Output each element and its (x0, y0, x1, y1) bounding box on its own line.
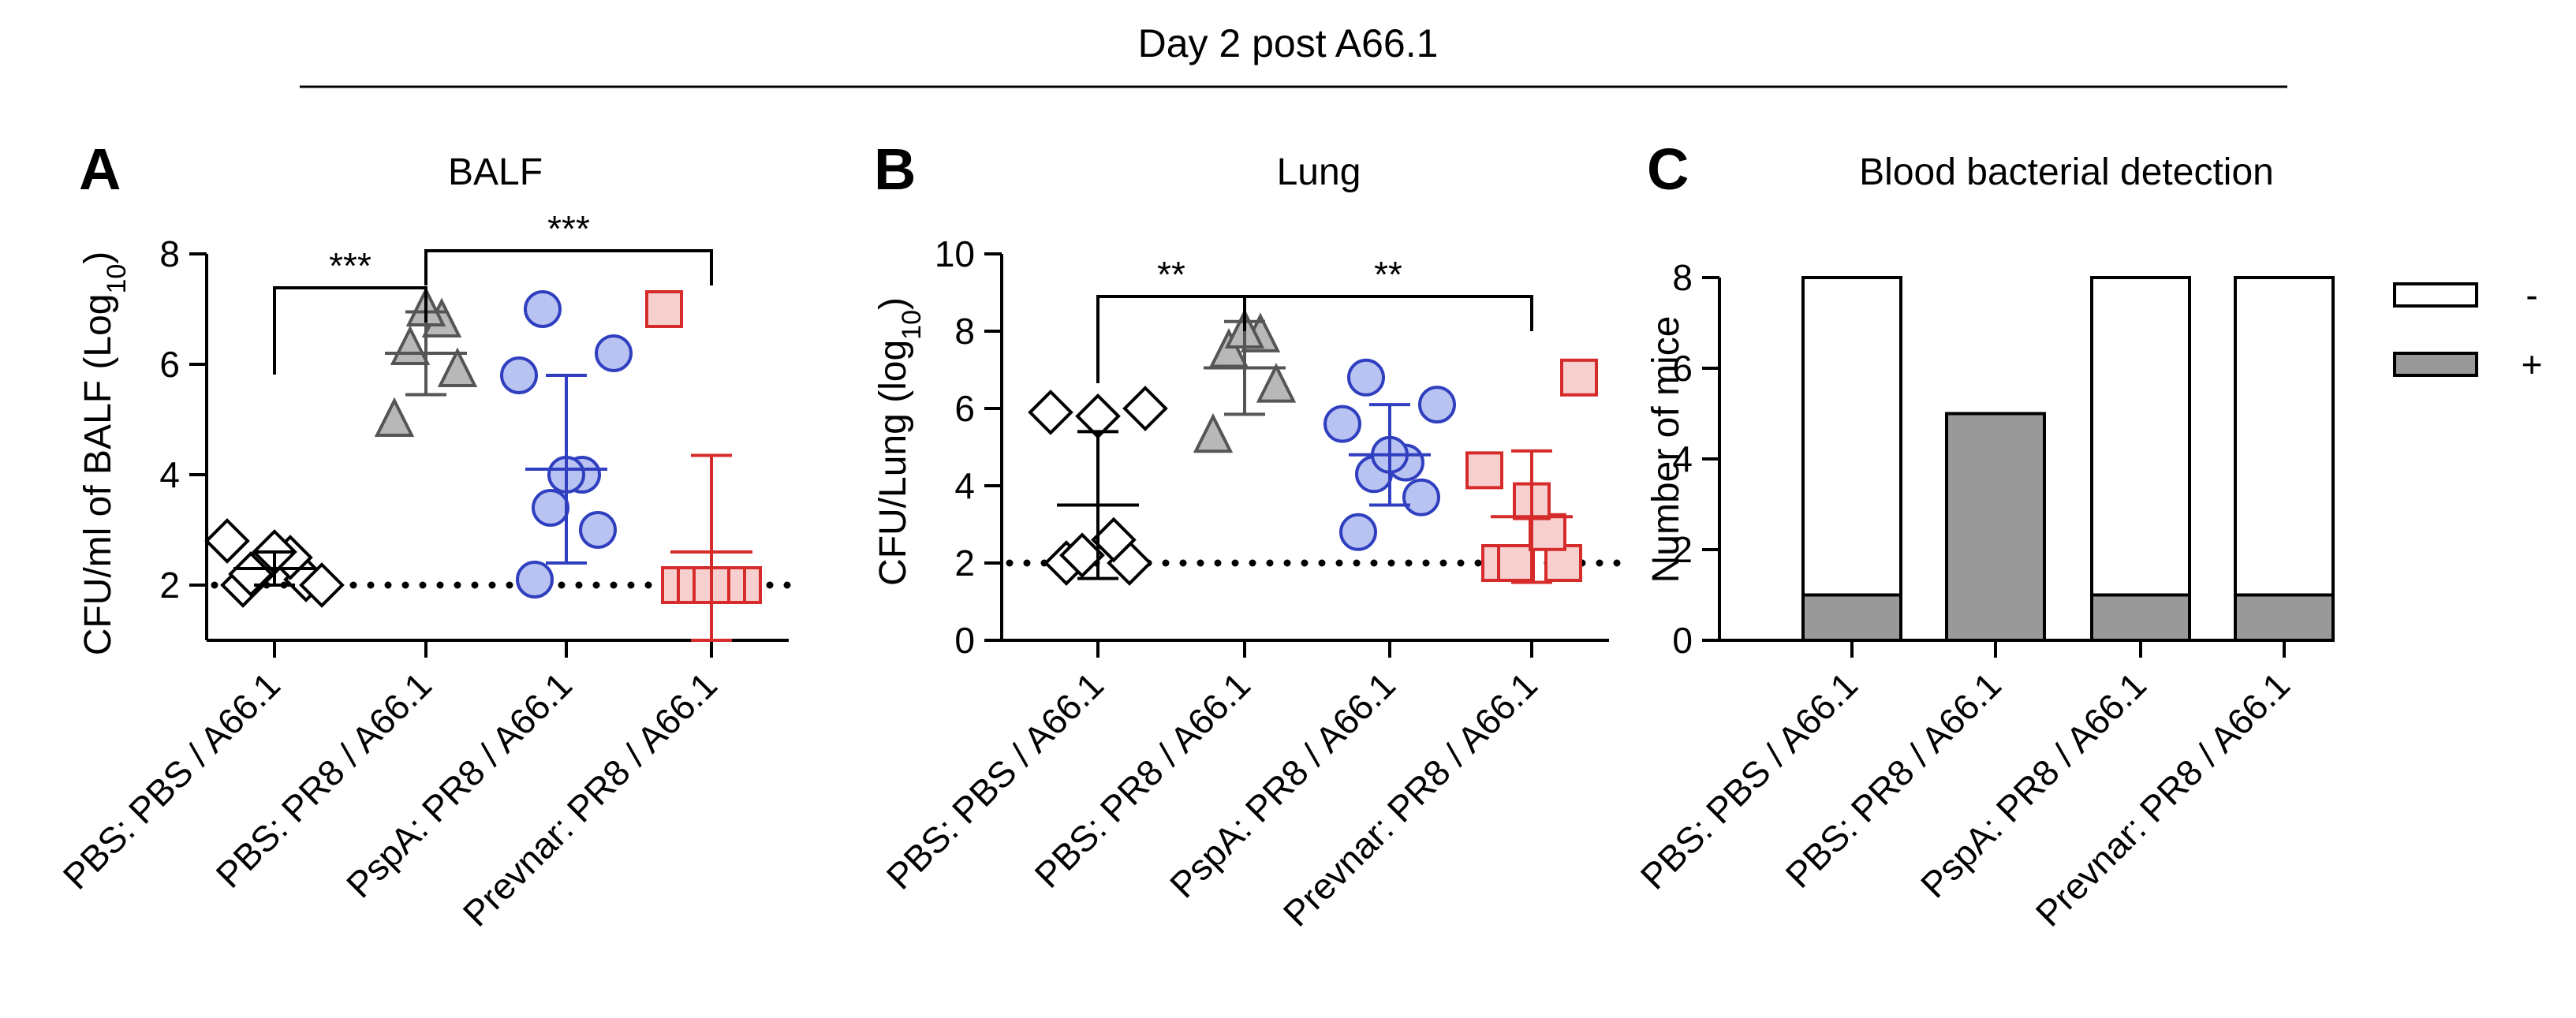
panel-b-point (1418, 386, 1456, 424)
legend-label-positive: + (2522, 344, 2543, 385)
panel-letter-a: A (79, 136, 121, 202)
panel-c-bar-negative-pspa-pr8-a66-1 (2090, 276, 2191, 597)
panel-b-point (1059, 532, 1105, 579)
panel-a-significance-bracket (273, 286, 427, 375)
panel-c-bar-negative-prevnar-pr8-a66-1 (2234, 276, 2335, 597)
panel-a-point (204, 518, 250, 564)
panel-a-point (532, 489, 569, 527)
panel-a-x-label-prevnar-pr8-a66-1: Prevnar: PR8 / A66.1 (455, 664, 725, 934)
panel-b-point (1544, 544, 1582, 582)
panel-a-y-tick-label: 6 (159, 344, 180, 385)
panel-b-y-tick-label: 2 (954, 543, 975, 584)
legend-swatch-positive (2393, 352, 2478, 377)
panel-b-series-pbs-pbs-a66-1 (1028, 386, 1168, 586)
panel-b-significance-bracket (1243, 295, 1533, 331)
panel-b-series-prevnar-pr8-a66-1 (1465, 358, 1598, 584)
panel-c-title: Blood bacterial detection (1859, 151, 2274, 193)
panel-b-point (1256, 363, 1297, 403)
panel-a-point (390, 325, 431, 365)
panel-c-bar-positive-prevnar-pr8-a66-1 (2234, 593, 2335, 642)
panel-a-point (516, 561, 554, 598)
panel-b-x-label-prevnar-pr8-a66-1: Prevnar: PR8 / A66.1 (1275, 664, 1545, 934)
panel-a-point (524, 290, 562, 328)
panel-b-significance-bracket (1096, 295, 1246, 383)
legend-swatch-negative (2393, 282, 2478, 308)
panel-a-significance-label: *** (329, 245, 371, 286)
panel-b-point (1402, 478, 1440, 516)
panel-a-title: BALF (448, 151, 543, 193)
panel-c-bar-negative-pbs-pbs-a66-1 (1801, 276, 1902, 597)
panel-letter-b: B (874, 136, 916, 202)
panel-a-series-pbs-pbs-a66-1 (204, 518, 345, 608)
panel-a-point (595, 334, 633, 372)
panel-c-bar-positive-pspa-pr8-a66-1 (2090, 593, 2191, 642)
panel-b-point (1497, 544, 1535, 582)
panel-a-point (645, 290, 683, 328)
panel-a-y-tick-label: 4 (159, 454, 180, 495)
panel-a-point (299, 562, 345, 608)
panel-b-y-tick-label: 0 (954, 620, 975, 661)
panel-a-series-prevnar-pr8-a66-1 (645, 290, 762, 642)
figure-title: Day 2 post A66.1 (1138, 21, 1439, 65)
panel-c-y-tick-label: 6 (1672, 348, 1693, 389)
panel-b-point (1122, 386, 1168, 431)
panel-b-significance-label: ** (1374, 254, 1402, 295)
panel-b-point (1560, 358, 1598, 397)
panel-a-significance-bracket (424, 249, 713, 285)
panel-c-y-tick-label: 4 (1672, 438, 1693, 479)
panel-b-significance-label: ** (1157, 254, 1185, 295)
panel-c-blood: C Blood bacterial detection Number of mi… (1633, 136, 2543, 934)
panel-c-y-tick-label: 2 (1672, 529, 1693, 570)
panel-b-point (1028, 390, 1073, 435)
panel-c-bar-positive-pbs-pbs-a66-1 (1801, 593, 1902, 642)
panel-a-series-pbs-pr8-a66-1 (374, 286, 478, 437)
panel-a-y-tick-label: 2 (159, 565, 180, 606)
panel-a-series-pspa-pr8-a66-1 (500, 290, 633, 598)
panel-b-point (1339, 513, 1377, 551)
panel-c-x-label-prevnar-pr8-a66-1: Prevnar: PR8 / A66.1 (2028, 664, 2298, 934)
panel-b-series-pbs-pr8-a66-1 (1193, 308, 1297, 453)
panel-b-series-pspa-pr8-a66-1 (1323, 358, 1456, 551)
panel-c-y-tick-label: 0 (1672, 620, 1693, 661)
panel-b-title: Lung (1277, 151, 1361, 193)
panel-b-point (1323, 405, 1361, 443)
panel-b-point (1091, 516, 1137, 563)
panel-a-significance-label: *** (547, 208, 590, 249)
panel-b-y-axis-label: CFU/Lung (log10) (872, 297, 927, 586)
panel-b-point (1208, 328, 1249, 368)
panel-b-y-tick-label: 8 (954, 311, 975, 352)
legend-label-negative: - (2526, 274, 2537, 315)
panel-a-point (579, 511, 617, 549)
panel-b-y-tick-label: 4 (954, 465, 975, 506)
panel-b-y-tick-label: 6 (954, 388, 975, 429)
panel-a-point (500, 356, 538, 394)
panel-a-y-axis-label: CFU/ml of BALF (Log10) (77, 252, 132, 656)
panel-b-point (1465, 451, 1503, 490)
panel-a-point (374, 397, 415, 437)
panel-b-point (1347, 358, 1385, 397)
panel-c-bar-positive-pbs-pr8-a66-1 (1945, 412, 2046, 642)
panel-a-point (437, 347, 478, 387)
panel-c-y-axis-label: Number of mice (1645, 316, 1687, 584)
panel-a-y-tick-label: 8 (159, 233, 180, 274)
panel-b-y-tick-label: 10 (935, 233, 975, 274)
panel-c-y-tick-label: 8 (1672, 257, 1693, 298)
panel-b-point (1193, 412, 1234, 453)
panel-letter-c: C (1647, 136, 1689, 202)
